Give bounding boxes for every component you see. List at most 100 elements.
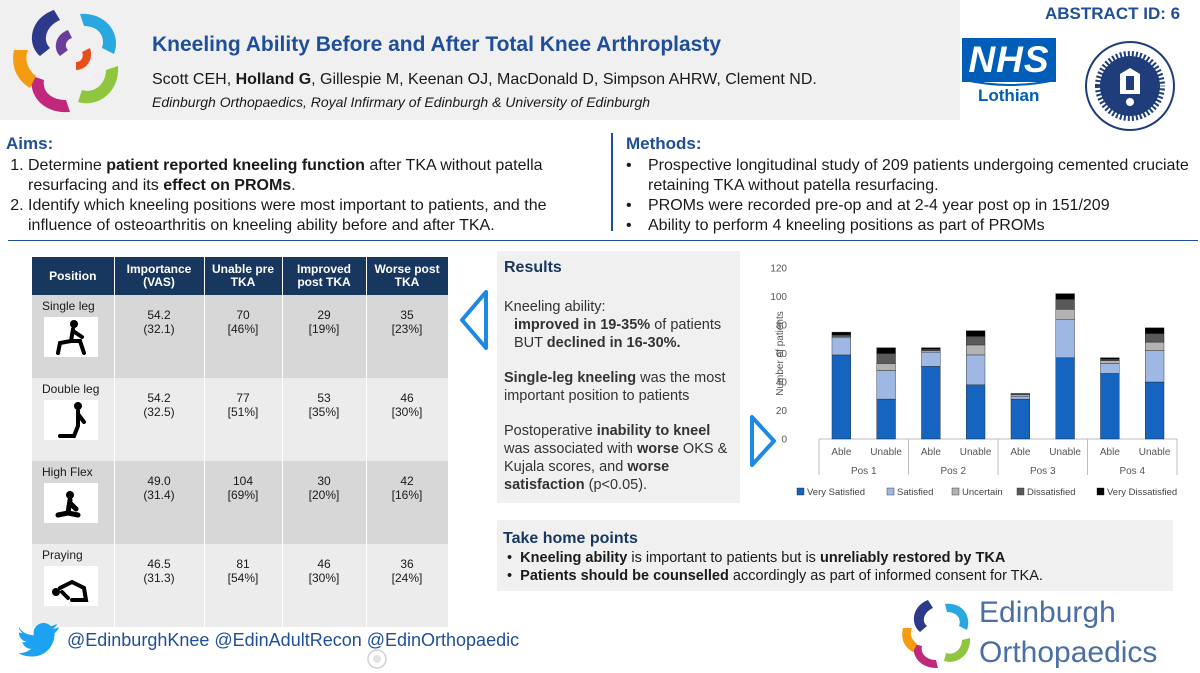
aims-section: Aims: Determine patient reported kneelin… [6, 134, 596, 236]
bar-segment [876, 347, 896, 354]
takehome-section: Take home points • Kneeling ability is i… [503, 530, 1043, 585]
results-kneeling-ability: Kneeling ability: improved in 19-35% of … [504, 299, 722, 351]
twitter-icon[interactable] [19, 622, 61, 658]
affiliation: Edinburgh Orthopaedics, Royal Infirmary … [152, 94, 651, 110]
table-row: Double leg 54.2 (32.5) 77 [51%] 53 [35%] 46… [32, 378, 449, 461]
bar-segment [1145, 381, 1165, 440]
table-cell: 35 [23%] [366, 295, 449, 378]
x-tick-label: Able [921, 447, 941, 458]
table-cell: 46.5 (31.3) [114, 544, 205, 627]
table-cell: 46 [30%] [366, 378, 449, 461]
position-cell: High Flex [32, 461, 115, 544]
bar-segment [921, 351, 941, 367]
x-tick-label: Unable [960, 447, 992, 458]
bar-segment [876, 370, 896, 400]
nhs-lothian-label: Lothian [978, 86, 1040, 105]
bar-segment [1010, 396, 1030, 400]
bar-segment [1100, 373, 1120, 440]
table-cell: 36 [24%] [366, 544, 449, 627]
aim-item: Identify which kneeling positions were m… [28, 196, 596, 236]
table-cell: 81 [54%] [204, 544, 283, 627]
x-tick-label: Unable [1049, 447, 1081, 458]
edinburgh-orthopaedics-footer-logo-icon [902, 600, 971, 669]
praying-kneel-icon [44, 566, 98, 606]
single-leg-kneel-icon [44, 317, 98, 357]
table-header-row: Position Importance (VAS) Unable pre TKA… [32, 257, 449, 295]
legend-label: Satisfied [897, 487, 933, 498]
bar-segment [1100, 357, 1120, 360]
legend-label: Very Satisfied [807, 487, 865, 498]
nhs-logo: NHS [962, 38, 1056, 82]
y-tick-label: 120 [770, 264, 787, 275]
authors-line: Scott CEH, Holland G, Gillespie M, Keena… [152, 71, 817, 88]
table-cell: 77 [51%] [204, 378, 283, 461]
y-tick-label: 40 [776, 378, 788, 389]
method-item: Ability to perform 4 kneeling positions … [626, 216, 1196, 236]
edinburgh-orthopaedics-logo-icon [13, 10, 119, 113]
bar-segment [1145, 327, 1165, 334]
bar-segment [966, 336, 986, 346]
section-divider [611, 133, 613, 231]
group-label: Pos 4 [1119, 466, 1145, 477]
position-cell: Praying [32, 544, 115, 627]
results-inability: Postoperative inability to kneel was ass… [504, 423, 728, 493]
position-cell: Single leg [32, 295, 115, 378]
bar-segment [831, 331, 851, 336]
bar-segment [876, 398, 896, 440]
bar-segment [921, 350, 941, 353]
methods-section: Methods: Prospective longitudinal study … [626, 134, 1196, 236]
bar-segment [1010, 393, 1030, 396]
table-cell: 104 [69%] [204, 461, 283, 544]
bar-segment [966, 330, 986, 337]
table-header: Importance (VAS) [114, 257, 205, 295]
legend-swatch [1096, 487, 1105, 496]
x-tick-label: Unable [870, 447, 902, 458]
bar-segment [1055, 299, 1075, 310]
bar-segment [831, 354, 851, 440]
table-cell: 46 [30%] [282, 544, 367, 627]
table-header: Improved post TKA [282, 257, 367, 295]
table-cell: 42 [16%] [366, 461, 449, 544]
bar-segment [1010, 398, 1030, 440]
table-row: Praying 46.5 (31.3) 81 [54%] 46 [30%] 36 [24… [32, 544, 449, 627]
table-cell: 54.2 (32.5) [114, 378, 205, 461]
position-cell: Double leg [32, 378, 115, 461]
bar-segment [831, 336, 851, 339]
edinburgh-wordmark: Edinburgh [979, 596, 1116, 629]
takehome-point: • Patients should be counselled accordin… [503, 568, 1043, 584]
orthopaedics-wordmark: Orthopaedics [979, 636, 1158, 669]
takehome-panel [497, 520, 1173, 591]
twitter-handles[interactable]: @EdinburghKnee @EdinAdultRecon @EdinOrth… [67, 630, 520, 650]
watermark-seal-icon [367, 649, 387, 669]
x-tick-label: Able [1100, 447, 1120, 458]
legend-label: Dissatisfied [1027, 487, 1076, 498]
method-item: PROMs were recorded pre-op and at 2-4 ye… [626, 196, 1196, 216]
legend-swatch [951, 487, 960, 496]
satisfaction-chart: 0 20 40 60 80 100 120 Number of patients Able Un… [770, 264, 1178, 498]
legend-swatch [886, 487, 895, 496]
bar-segment [1100, 363, 1120, 374]
x-tick-label: Unable [1139, 447, 1171, 458]
x-tick-label: Able [1010, 447, 1030, 458]
y-tick-label: 20 [776, 406, 788, 417]
y-axis-label: Number of patients [775, 311, 786, 396]
horizontal-rule [8, 240, 1198, 241]
bar-segment [1055, 309, 1075, 320]
bar-segment [1145, 350, 1165, 383]
legend-swatch [796, 487, 805, 496]
university-of-edinburgh-seal-icon [1085, 41, 1175, 131]
methods-list: Prospective longitudinal study of 209 pa… [626, 156, 1196, 236]
bar-segment [921, 349, 941, 351]
table-header: Unable pre TKA [204, 257, 283, 295]
table-header: Worse post TKA [366, 257, 449, 295]
table-cell: 30 [20%] [282, 461, 367, 544]
bar-segment [1055, 319, 1075, 358]
group-label: Pos 1 [851, 466, 877, 477]
results-heading: Results [504, 259, 562, 276]
aim-item: Determine patient reported kneeling func… [28, 156, 596, 196]
legend-label: Very Dissatisfied [1107, 487, 1177, 498]
bar-segment [831, 334, 851, 337]
aims-list: Determine patient reported kneeling func… [6, 156, 596, 236]
y-tick-label: 100 [770, 292, 787, 303]
y-tick-label: 60 [776, 349, 788, 360]
